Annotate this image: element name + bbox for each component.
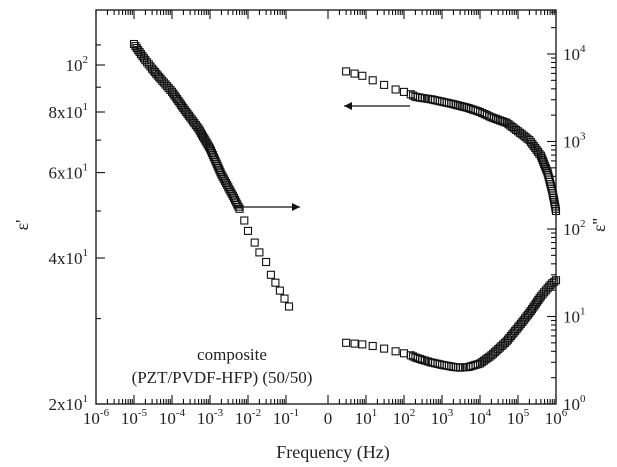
x-tick-label: 101 xyxy=(355,407,378,428)
plot-border xyxy=(95,9,557,405)
y-right-tick-label: 103 xyxy=(563,131,586,152)
data-markers xyxy=(129,39,561,372)
x-tick-label: 104 xyxy=(469,407,492,428)
data-point xyxy=(453,363,462,372)
data-point xyxy=(368,76,377,85)
data-point xyxy=(342,338,351,347)
data-point xyxy=(491,114,500,123)
x-tick-label: 10-6 xyxy=(83,407,110,428)
x-tick-label: 0 xyxy=(324,409,333,428)
y-left-tick-label: 6x101 xyxy=(49,162,89,183)
data-point xyxy=(391,85,400,94)
data-point xyxy=(537,153,546,162)
data-point xyxy=(538,155,547,165)
x-tick-label: 10-1 xyxy=(273,407,299,428)
data-point xyxy=(134,46,143,55)
x-tick-label: 10-5 xyxy=(121,407,148,428)
tick-marks xyxy=(95,10,557,405)
data-point xyxy=(391,347,400,356)
data-point xyxy=(550,277,559,286)
data-point xyxy=(380,80,389,89)
y-right-tick-label: 104 xyxy=(563,43,586,64)
arrow-head-right xyxy=(292,203,300,211)
axis-arrows xyxy=(234,102,410,211)
x-tick-label: 10-3 xyxy=(197,407,224,428)
x-tick-label: 103 xyxy=(431,407,454,428)
data-point xyxy=(271,278,280,287)
data-point xyxy=(358,340,367,349)
data-point xyxy=(284,302,294,311)
data-point xyxy=(399,349,409,358)
data-point xyxy=(243,226,253,235)
x-tick-label: 102 xyxy=(393,407,416,428)
y-left-tick-label: 4x101 xyxy=(49,247,89,268)
y-right-axis-title: ε'' xyxy=(589,218,609,232)
data-point xyxy=(415,354,424,364)
data-point xyxy=(129,39,139,49)
x-tick-label: 10-4 xyxy=(159,407,186,428)
x-tick-labels: 10-6 10-5 10-4 10-3 10-2 10-1 0 101 102 103 104 105… xyxy=(83,407,568,428)
plot-frame xyxy=(95,9,557,405)
data-point xyxy=(208,151,217,160)
x-tick-label: 106 xyxy=(545,407,568,428)
data-point xyxy=(539,158,548,167)
annotation-line-1: composite xyxy=(197,345,267,364)
data-point xyxy=(280,294,289,303)
y-right-tick-label: 101 xyxy=(563,306,586,327)
y-left-tick-label: 102 xyxy=(66,54,89,75)
data-point xyxy=(250,238,259,247)
data-point xyxy=(255,248,264,257)
data-point xyxy=(399,87,409,96)
y-left-tick-label: 8x101 xyxy=(49,101,89,122)
data-point xyxy=(358,71,367,80)
data-point xyxy=(262,257,271,267)
data-point xyxy=(233,200,242,209)
x-tick-label: 10-2 xyxy=(235,407,261,428)
data-point xyxy=(541,162,550,171)
y-left-axis-title: ε' xyxy=(12,220,32,231)
data-point xyxy=(235,204,244,213)
data-point xyxy=(350,339,359,348)
data-point xyxy=(551,276,561,285)
data-point xyxy=(418,355,427,364)
y-right-tick-label: 102 xyxy=(563,218,586,239)
data-point xyxy=(210,155,219,164)
data-point xyxy=(275,286,284,295)
data-point xyxy=(420,356,429,365)
annotation-line-2: (PZT/PVDF-HFP) (50/50) xyxy=(132,368,313,387)
data-point xyxy=(342,67,351,76)
y-left-tick-label: 2x101 xyxy=(49,393,89,414)
y-left-tick-labels: 2x101 4x101 6x101 8x101 102 xyxy=(49,54,89,414)
data-point xyxy=(135,48,144,57)
data-point xyxy=(536,151,545,160)
data-point xyxy=(551,206,561,216)
x-tick-label: 105 xyxy=(507,407,530,428)
data-point xyxy=(540,160,549,169)
data-point xyxy=(240,216,249,225)
y-right-tick-label: 100 xyxy=(563,393,586,414)
data-point xyxy=(380,344,389,353)
data-point xyxy=(453,101,462,110)
arrow-head-left xyxy=(344,102,352,110)
data-point xyxy=(266,270,275,279)
y-right-tick-labels: 100 101 102 103 104 xyxy=(563,43,586,414)
x-axis-title: Frequency (Hz) xyxy=(276,442,389,463)
data-point xyxy=(368,341,377,351)
data-point xyxy=(350,69,359,78)
